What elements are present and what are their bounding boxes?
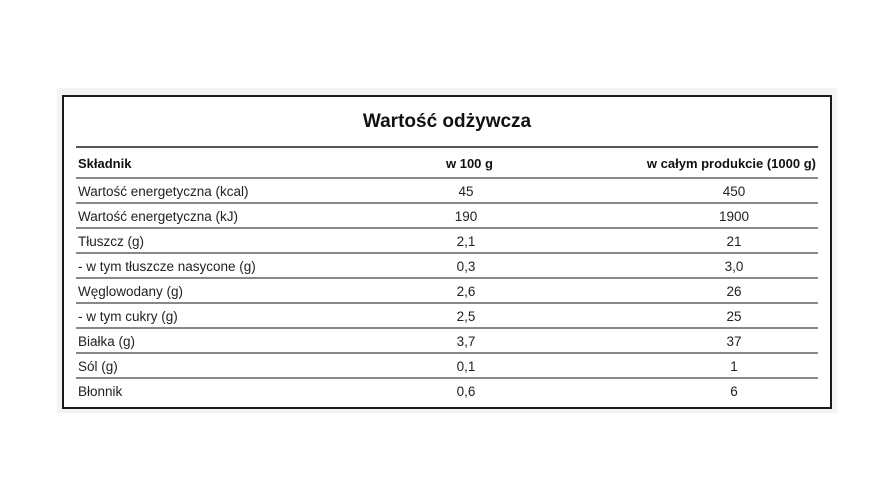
table-row: Tłuszcz (g) 2,1 21 <box>76 230 818 254</box>
value-per-100g: 45 <box>458 184 474 199</box>
ingredient-name: Węglowodany (g) <box>78 284 184 299</box>
header-per-100g: w 100 g <box>446 156 493 171</box>
value-whole-product: 450 <box>722 184 746 199</box>
value-per-100g: 2,5 <box>456 309 476 324</box>
value-per-100g: 190 <box>454 209 478 224</box>
ingredient-name: Wartość energetyczna (kJ) <box>78 209 239 224</box>
ingredient-name: - w tym cukry (g) <box>78 309 178 324</box>
value-whole-product: 3,0 <box>724 259 744 274</box>
ingredient-name: Sól (g) <box>78 359 118 374</box>
table-title: Wartość odżywcza <box>362 111 532 132</box>
ingredient-name: Tłuszcz (g) <box>78 234 145 249</box>
value-whole-product: 6 <box>730 384 738 399</box>
ingredient-name: Wartość energetyczna (kcal) <box>78 184 249 199</box>
table-row: Błonnik 0,6 6 <box>76 380 818 404</box>
table-row: Węglowodany (g) 2,6 26 <box>76 280 818 304</box>
divider <box>76 146 818 148</box>
table-row: Wartość energetyczna (kcal) 45 450 <box>76 180 818 204</box>
row-divider <box>76 252 818 254</box>
header-row: Składnik w 100 g w całym produkcie (1000… <box>76 152 818 176</box>
table-row: - w tym tłuszcze nasycone (g) 0,3 3,0 <box>76 255 818 279</box>
value-per-100g: 3,7 <box>456 334 476 349</box>
value-per-100g: 0,3 <box>456 259 476 274</box>
ingredient-name: - w tym tłuszcze nasycone (g) <box>78 259 256 274</box>
value-whole-product: 37 <box>726 334 742 349</box>
value-whole-product: 1900 <box>718 209 750 224</box>
row-divider <box>76 277 818 279</box>
table-row: Białka (g) 3,7 37 <box>76 330 818 354</box>
value-per-100g: 0,1 <box>456 359 476 374</box>
value-whole-product: 1 <box>730 359 738 374</box>
row-divider <box>76 327 818 329</box>
row-divider <box>76 177 818 179</box>
row-divider <box>76 377 818 379</box>
table-row: Wartość energetyczna (kJ) 190 1900 <box>76 205 818 229</box>
value-whole-product: 26 <box>726 284 742 299</box>
value-per-100g: 2,6 <box>456 284 476 299</box>
ingredient-name: Białka (g) <box>78 334 136 349</box>
value-per-100g: 0,6 <box>456 384 476 399</box>
row-divider <box>76 302 818 304</box>
row-divider <box>76 227 818 229</box>
value-per-100g: 2,1 <box>456 234 476 249</box>
table-row: - w tym cukry (g) 2,5 25 <box>76 305 818 329</box>
header-ingredient: Składnik <box>78 156 132 171</box>
ingredient-name: Błonnik <box>78 384 123 399</box>
nutrition-table: Wartość odżywcza Składnik w 100 g w cały… <box>62 95 832 409</box>
header-whole-product: w całym produkcie (1000 g) <box>646 156 816 171</box>
value-whole-product: 25 <box>726 309 742 324</box>
value-whole-product: 21 <box>726 234 742 249</box>
row-divider <box>76 352 818 354</box>
table-row: Sól (g) 0,1 1 <box>76 355 818 379</box>
row-divider <box>76 202 818 204</box>
